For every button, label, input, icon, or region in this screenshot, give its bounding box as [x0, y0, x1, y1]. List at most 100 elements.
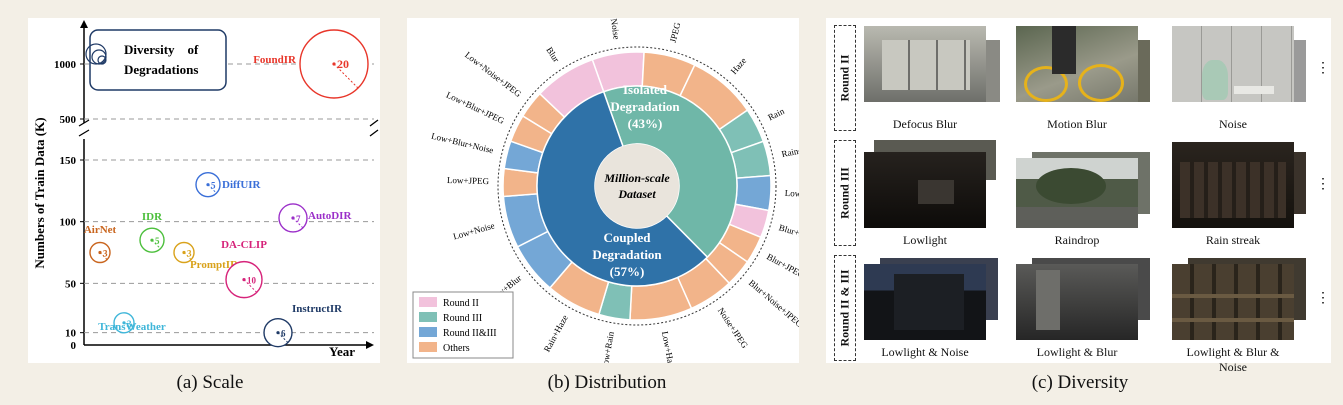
- point-label: TransWeather: [98, 321, 166, 333]
- outer-dashed-ring: [497, 46, 777, 326]
- bubble-radius: [243, 279, 257, 293]
- label-lowlight-blur-noise: Lowlight & Blur & Noise: [1186, 345, 1280, 374]
- coupled-label: Degradation: [592, 247, 662, 262]
- segment-label: Low+Rain: [599, 330, 615, 363]
- segment-label: Raindrop: [781, 142, 799, 159]
- legend-swatch: [419, 312, 437, 322]
- bubble-radius: [333, 63, 359, 89]
- legend-title-line2: Degradations: [124, 62, 198, 77]
- bubble-count: 3: [127, 319, 132, 329]
- image-noise: [1172, 26, 1294, 102]
- segment-label: Haze: [729, 56, 749, 77]
- bubble-count: 20: [337, 57, 349, 71]
- segment-label: Noise+JPEG: [716, 306, 750, 351]
- legend-label: Round II: [443, 298, 479, 309]
- bubble-radius: [99, 252, 108, 260]
- bubble-count: 6: [281, 329, 286, 339]
- y-tick-label: 1000: [54, 59, 77, 71]
- bubble-count: 5: [211, 181, 216, 191]
- legend-label: Others: [443, 343, 470, 354]
- legend-label: Round III: [443, 313, 482, 324]
- label-defocus-blur: Defocus Blur: [892, 117, 958, 131]
- bubble-radius: [183, 252, 192, 260]
- legend-circle-icon: [85, 43, 107, 65]
- segment-label: Blur+JPEG: [765, 251, 799, 280]
- segment-label: Blur+Noise+JPEG: [747, 278, 799, 330]
- segment-label: Low+Blur+JPEG: [445, 90, 507, 126]
- x-axis-arrow: [366, 341, 374, 349]
- legend-circle-icon: [97, 55, 107, 65]
- legend-title-line1: Diversity of: [124, 42, 199, 57]
- more-dots-2: ⋮: [1316, 177, 1330, 192]
- segment-label: Low+Blur+Noise: [430, 131, 494, 156]
- segment-label: JPEG: [668, 21, 683, 44]
- label-lowlight: Lowlight: [903, 233, 947, 247]
- segment-label: Noise: [609, 18, 622, 40]
- point-label: InstructIR: [292, 303, 343, 315]
- label-motion-blur: Motion Blur: [1047, 117, 1107, 131]
- caption-distribution: (b) Distribution: [547, 372, 667, 393]
- legend-swatch: [419, 342, 437, 352]
- segment-label: Blur: [544, 45, 561, 64]
- center-circle: [595, 144, 679, 228]
- point-label: AirNet: [84, 224, 117, 236]
- y-tick-label: 500: [60, 114, 77, 126]
- label-lowlight-noise: Lowlight & Noise: [881, 345, 969, 359]
- image-lowlight-noise: [864, 264, 986, 340]
- image-raindrop: [1016, 158, 1138, 228]
- point-label: IDR: [142, 211, 163, 223]
- bubble-count: 10: [247, 276, 257, 286]
- caption-scale: (a) Scale: [176, 372, 244, 393]
- point-label: FoundIR: [253, 54, 297, 66]
- segment-label: Rain+Haze: [542, 313, 570, 353]
- y-tick-label: 50: [65, 278, 77, 290]
- segment-label: Rain: [766, 106, 786, 123]
- panel-scale: 1000 500 150 100 50 10 0 Numbers of Train Data …: [28, 18, 380, 363]
- round-label-1: Round II: [834, 25, 856, 131]
- coupled-label: (57%): [610, 264, 645, 279]
- caption-diversity: (c) Diversity: [1031, 372, 1129, 393]
- label-noise: Noise: [1219, 117, 1247, 131]
- point-label: DiffUIR: [222, 179, 262, 191]
- y-tick-label: 0: [71, 340, 77, 352]
- y-tick-label: 10: [65, 328, 77, 340]
- round-label-2: Round III: [834, 140, 856, 246]
- legend-swatch: [419, 297, 437, 307]
- point-label: DA-CLIP: [221, 239, 267, 251]
- isolated-label: Degradation: [610, 99, 680, 114]
- isolated-label: (43%): [628, 116, 663, 131]
- bubble-count: 3: [187, 249, 192, 259]
- segment-label: Low+Noise+JPEG: [463, 50, 524, 100]
- axis-break-left: [78, 119, 90, 137]
- round-label-3: Round II & III: [834, 255, 856, 361]
- image-lowlight: [864, 152, 986, 228]
- bubble-radius: [207, 184, 217, 194]
- more-dots-1: ⋮: [1316, 61, 1330, 76]
- bubble-count: 3: [103, 249, 108, 259]
- image-lowlight-blur-noise: [1172, 264, 1294, 340]
- panel-distribution: Noise JPEG Haze Rain Raindrop Lowlight Blur+No…: [407, 18, 821, 372]
- label-rain-streak: Rain streak: [1205, 233, 1261, 247]
- y-tick-label: 150: [60, 155, 77, 167]
- distribution-chart: Noise JPEG Haze Rain Raindrop Lowlight Blur+No…: [412, 18, 821, 372]
- bubble-count: 5: [155, 236, 160, 246]
- segment-label: Low+JPEG: [447, 175, 490, 186]
- y-tick-label: 100: [60, 217, 77, 229]
- coupled-label: Coupled: [604, 230, 652, 245]
- x-axis-label: Year: [329, 344, 355, 359]
- label-lowlight-blur: Lowlight & Blur: [1036, 345, 1118, 359]
- bubble-radius: [151, 239, 161, 249]
- point-label: AutoDIR: [308, 210, 352, 222]
- image-motion-blur: [1016, 26, 1138, 102]
- image-rain-streak: [1172, 142, 1294, 228]
- legend-box: [89, 29, 227, 91]
- y-axis-label: Numbers of Train Data (K): [32, 117, 47, 268]
- bubble-radius: [123, 322, 132, 331]
- image-defocus-blur-front: [864, 26, 986, 102]
- isolated-label: Isolated: [623, 82, 668, 97]
- point-label: PromptIR: [190, 259, 239, 271]
- legend-title: Diversity of Degradations: [124, 42, 199, 77]
- center-title-line1: Million-scale: [603, 171, 670, 185]
- axis-break-right: [369, 119, 379, 137]
